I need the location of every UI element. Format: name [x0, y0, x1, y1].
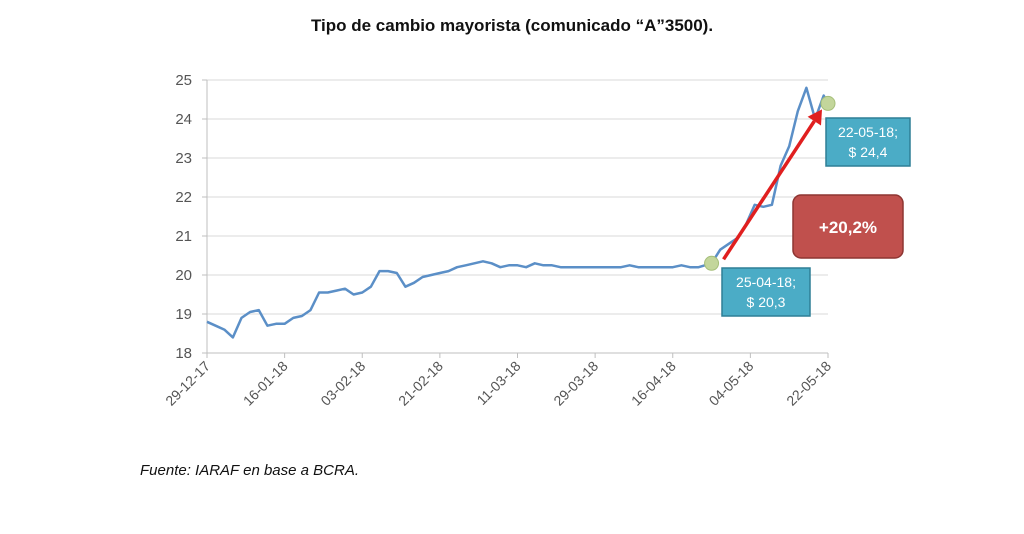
x-tick-label: 29-03-18: [550, 358, 601, 409]
callout-line1: 25-04-18;: [736, 274, 796, 290]
arrow-shaft: [722, 120, 816, 261]
x-tick-label: 22-05-18: [783, 358, 834, 409]
x-tick-label: 29-12-17: [162, 358, 213, 409]
callout-line2: $ 20,3: [747, 294, 786, 310]
chart-title: Tipo de cambio mayorista (comunicado “A”…: [310, 16, 714, 35]
y-tick-label: 19: [175, 306, 192, 323]
y-tick-label: 18: [175, 345, 192, 362]
source-note: Fuente: IARAF en base a BCRA.: [140, 462, 360, 479]
x-tick-labels: 29-12-17 16-01-18 03-02-18 21-02-18 11-03-18…: [162, 358, 834, 409]
callout-background: [721, 267, 811, 317]
percent-badge: +20,2%: [792, 194, 904, 259]
x-tick-label: 16-01-18: [240, 358, 291, 409]
percent-badge-label: +20,2%: [819, 218, 877, 237]
series-line: [206, 86, 830, 339]
arrow-head: [807, 109, 822, 126]
y-tick-label: 25: [175, 72, 192, 89]
y-tick-label: 20: [175, 267, 192, 284]
y-tick-label: 23: [175, 150, 192, 167]
y-tick-label: 22: [175, 189, 192, 206]
point-marker: [820, 95, 836, 111]
callout-background: [825, 117, 911, 167]
x-tick-label: 11-03-18: [473, 358, 523, 408]
callout-box: 22-05-18; $ 24,4: [825, 117, 911, 167]
y-tick-labels: 18 19 20 21 22 23 24 25: [175, 72, 192, 362]
x-tick-label: 03-02-18: [317, 358, 368, 409]
callout-line1: 22-05-18;: [838, 124, 898, 140]
x-tick-label: 16-04-18: [628, 358, 679, 409]
x-tick-label: 21-02-18: [395, 358, 446, 409]
percent-badge-background: [792, 194, 904, 259]
y-tick-label: 24: [175, 111, 192, 128]
callout-box: 25-04-18; $ 20,3: [721, 267, 811, 317]
x-tick-label: 04-05-18: [706, 358, 757, 409]
callouts: 25-04-18; $ 20,3 22-05-18; $ 24,4 +20,2%: [721, 117, 911, 317]
point-markers: [704, 95, 836, 271]
increase-arrow: [722, 109, 822, 261]
callout-line2: $ 24,4: [849, 144, 888, 160]
y-tick-label: 21: [175, 228, 192, 245]
point-marker: [704, 255, 720, 271]
axes: [202, 79, 829, 358]
